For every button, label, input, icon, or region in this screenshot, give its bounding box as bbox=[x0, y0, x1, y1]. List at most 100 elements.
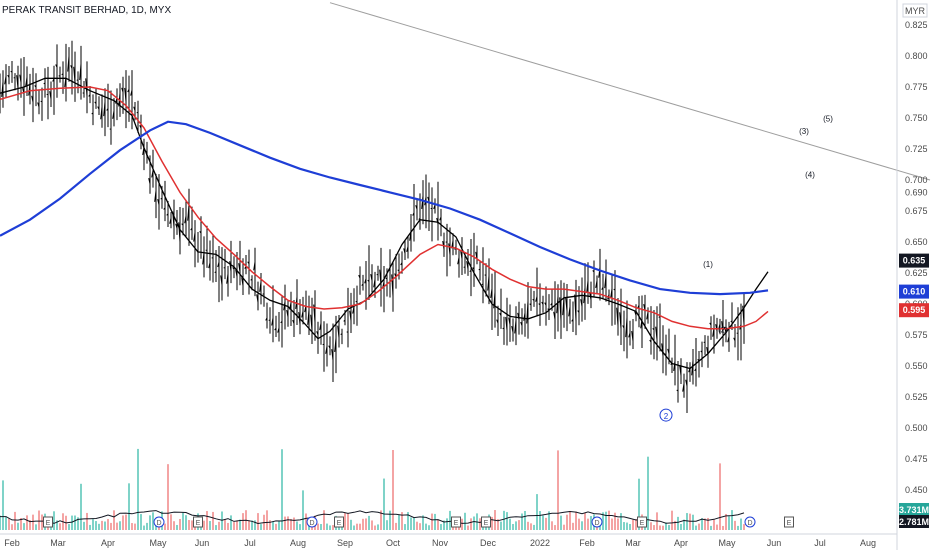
volume-bar bbox=[527, 521, 529, 530]
volume-bar bbox=[560, 515, 562, 530]
volume-bar bbox=[326, 523, 328, 530]
price-bar-open bbox=[130, 89, 133, 96]
price-bar-open bbox=[154, 190, 157, 202]
price-bar-open bbox=[673, 360, 676, 372]
price-bar-open bbox=[277, 327, 280, 333]
volume-bar bbox=[176, 524, 178, 530]
price-bar-open bbox=[214, 271, 217, 274]
price-bar-open bbox=[352, 306, 355, 314]
volume-bar bbox=[431, 513, 433, 530]
x-tick-label: Feb bbox=[4, 538, 20, 548]
event-marker-label: D bbox=[747, 520, 752, 527]
volume-bar bbox=[581, 521, 583, 530]
y-tick-label: 0.775 bbox=[905, 82, 928, 92]
price-bar-open bbox=[373, 279, 376, 288]
volume-badge-label: 3.731M bbox=[899, 505, 929, 515]
x-tick-label: Apr bbox=[101, 538, 115, 548]
volume-bar bbox=[0, 515, 1, 530]
price-bar-open bbox=[199, 230, 202, 234]
volume-bar bbox=[98, 523, 100, 530]
earnings-marker bbox=[43, 516, 53, 528]
volume-bar bbox=[548, 511, 550, 530]
volume-bar bbox=[188, 520, 190, 530]
volume-bar bbox=[461, 518, 463, 530]
volume-bar bbox=[182, 512, 184, 530]
volume-bar bbox=[275, 523, 277, 530]
price-bar-open bbox=[652, 328, 655, 331]
plot-area[interactable]: (1) (2) (3) (4) (5) 2 E D E D E E E D E D E bbox=[0, 2, 931, 530]
volume-bar bbox=[362, 518, 364, 530]
volume-bar bbox=[134, 523, 136, 530]
price-bar-open bbox=[400, 262, 403, 266]
x-tick-label: May bbox=[718, 538, 736, 548]
price-bar-open bbox=[655, 326, 658, 340]
x-tick-label: May bbox=[149, 538, 167, 548]
price-bar-open bbox=[490, 288, 493, 299]
volume-bar bbox=[740, 518, 742, 530]
volume-bar bbox=[278, 520, 280, 530]
price-bar-open bbox=[325, 346, 328, 354]
price-bar-open bbox=[181, 223, 184, 226]
price-bar-open bbox=[616, 307, 619, 326]
price-bar-open bbox=[265, 317, 268, 321]
price-bar-open bbox=[43, 82, 46, 85]
volume-bar bbox=[149, 515, 151, 530]
price-bar-open bbox=[430, 207, 433, 210]
volume-bar bbox=[614, 512, 616, 530]
price-bar-open bbox=[124, 87, 127, 102]
volume-bar bbox=[425, 523, 427, 530]
volume-bar bbox=[56, 520, 58, 530]
event-marker-label: E bbox=[484, 520, 489, 527]
price-axis[interactable]: 0.825 0.800 0.775 0.750 0.725 0.700 0.690 0.675… bbox=[896, 0, 929, 550]
y-tick-label: 0.475 bbox=[905, 454, 928, 464]
price-bar-open bbox=[247, 261, 250, 264]
price-bar-open bbox=[88, 94, 91, 97]
volume-bar bbox=[686, 513, 688, 530]
price-bar-open bbox=[586, 280, 589, 293]
price-bar-open bbox=[472, 267, 475, 270]
time-axis[interactable]: Feb Mar Apr May Jun Jul Aug Sep Oct Nov Dec 2022 Feb… bbox=[0, 533, 897, 548]
price-bar-open bbox=[136, 111, 139, 114]
volume-bar bbox=[173, 521, 175, 530]
volume-bar bbox=[143, 525, 145, 530]
volume-bar bbox=[239, 519, 241, 530]
currency-label: MYR bbox=[905, 6, 926, 16]
price-bar-open bbox=[391, 274, 394, 297]
price-bar-open bbox=[334, 338, 337, 352]
x-tick-label: Apr bbox=[674, 538, 688, 548]
volume-bar bbox=[518, 520, 520, 530]
volume-bar bbox=[428, 525, 430, 530]
price-bar-open bbox=[529, 303, 532, 306]
volume-bar bbox=[401, 512, 403, 530]
volume-bar bbox=[119, 521, 121, 530]
price-bar-open bbox=[175, 223, 178, 229]
volume-bar bbox=[257, 513, 259, 530]
volume-bar bbox=[566, 514, 568, 530]
volume-bar bbox=[170, 514, 172, 530]
volume-bar bbox=[95, 521, 97, 530]
price-bar-open bbox=[160, 197, 163, 200]
price-bar-open bbox=[220, 275, 223, 285]
volume-bar bbox=[251, 520, 253, 530]
volume-bar bbox=[11, 524, 13, 530]
price-bar-open bbox=[532, 298, 535, 301]
price-bar-open bbox=[568, 306, 571, 317]
volume-bar bbox=[629, 524, 631, 530]
price-bar-open bbox=[496, 319, 499, 324]
price-badge-label: 0.635 bbox=[903, 256, 926, 266]
volume-bar bbox=[572, 522, 574, 530]
event-marker-label: E bbox=[46, 520, 51, 527]
volume-bar bbox=[419, 523, 421, 530]
x-tick-label: Jun bbox=[767, 538, 782, 548]
price-bar-open bbox=[427, 196, 430, 202]
price-bar-open bbox=[319, 323, 322, 331]
volume-bar bbox=[713, 519, 715, 530]
volume-bar bbox=[38, 510, 40, 530]
event-marker-label: E bbox=[454, 520, 459, 527]
price-bar-open bbox=[229, 261, 232, 272]
volume-bar bbox=[542, 515, 544, 530]
price-bar-open bbox=[511, 325, 514, 333]
chart-title: PERAK TRANSIT BERHAD, 1D, MYX bbox=[2, 5, 171, 16]
volume-bar bbox=[2, 480, 4, 530]
